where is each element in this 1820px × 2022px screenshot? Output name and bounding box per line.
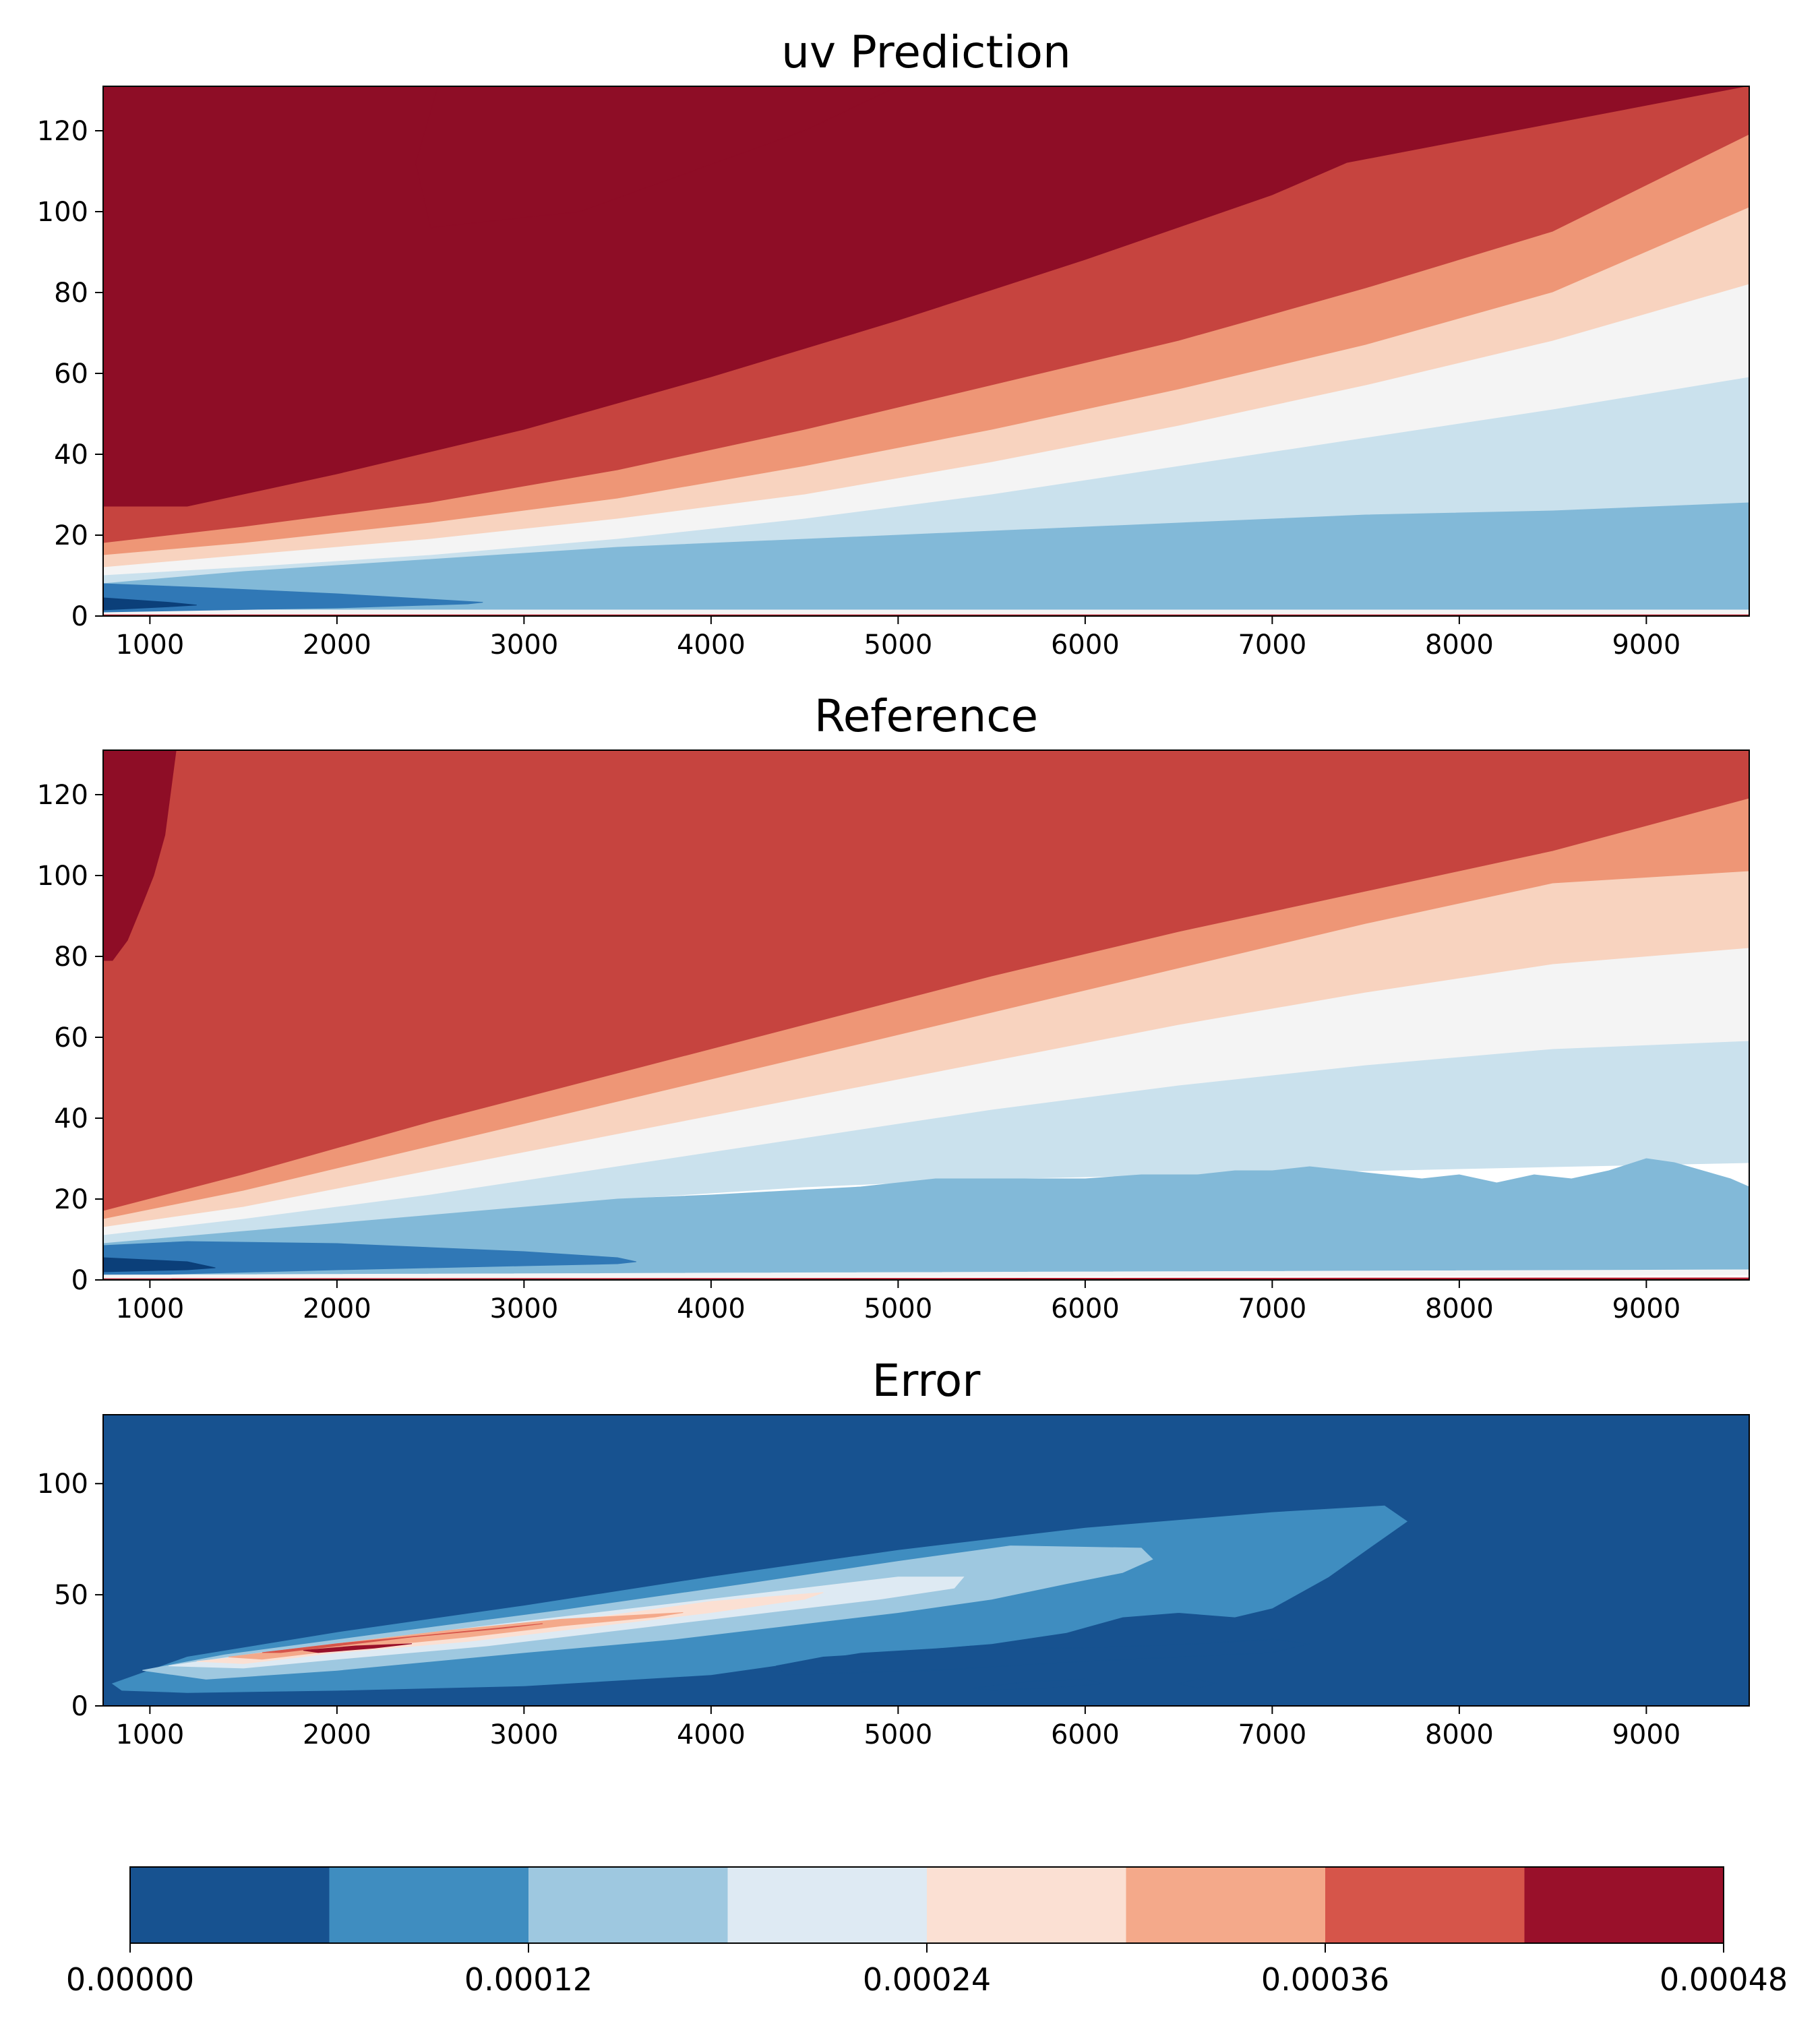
contour-region xyxy=(262,1623,543,1653)
y-tick-label: 40 xyxy=(54,1103,88,1134)
contour-region xyxy=(103,597,197,611)
x-tick-label: 5000 xyxy=(863,1719,932,1750)
x-tick-label: 2000 xyxy=(303,1719,371,1750)
colorbar-segment xyxy=(1126,1867,1326,1943)
contour-region xyxy=(775,1638,1310,1676)
contour-region xyxy=(1178,1678,1217,1689)
y-tick-label: 80 xyxy=(54,942,88,973)
colorbar-segment xyxy=(1325,1867,1525,1943)
panel-title: Reference xyxy=(814,690,1038,742)
colorbar-tick-label: 0.00036 xyxy=(1261,1961,1389,1998)
contour-region xyxy=(103,1269,1749,1279)
x-tick-label: 3000 xyxy=(489,1719,558,1750)
contour-region xyxy=(103,583,483,613)
colorbar-segment xyxy=(130,1867,330,1943)
contour-region xyxy=(103,609,1749,615)
colorbar-segment xyxy=(528,1867,728,1943)
contour-region xyxy=(103,750,177,961)
y-tick-label: 100 xyxy=(37,197,88,228)
y-tick-label: 60 xyxy=(54,359,88,390)
x-tick-label: 3000 xyxy=(489,1293,558,1324)
x-tick-label: 4000 xyxy=(677,630,746,661)
panel-title: uv Prediction xyxy=(781,26,1071,78)
x-tick-label: 2000 xyxy=(303,630,371,661)
x-tick-label: 9000 xyxy=(1612,1293,1680,1324)
y-tick-label: 60 xyxy=(54,1022,88,1053)
y-tick-label: 100 xyxy=(37,861,88,892)
contour-region xyxy=(103,1041,1749,1244)
x-tick-label: 8000 xyxy=(1425,1719,1494,1750)
y-tick-label: 0 xyxy=(71,1265,88,1296)
x-tick-label: 7000 xyxy=(1238,630,1306,661)
x-tick-label: 9000 xyxy=(1612,630,1680,661)
colorbar-segment xyxy=(927,1867,1126,1943)
contour-fill xyxy=(103,86,1749,616)
contour-fill xyxy=(103,1415,1749,1706)
x-tick-label: 4000 xyxy=(677,1719,746,1750)
axes-frame xyxy=(102,86,1750,617)
contour-region xyxy=(303,1643,412,1653)
colorbar-segment xyxy=(1524,1867,1724,1943)
x-tick-label: 1000 xyxy=(115,630,184,661)
y-tick-label: 20 xyxy=(54,1184,88,1215)
x-tick-label: 6000 xyxy=(1051,630,1120,661)
contour-region xyxy=(103,502,1749,613)
x-tick-label: 1000 xyxy=(115,1293,184,1324)
colorbar-tick-label: 0.00024 xyxy=(863,1961,991,1998)
colorbar: 0.00000 0.00012 0.00024 0.00036 0.00048 xyxy=(66,1866,1788,1998)
x-tick-label: 5000 xyxy=(863,1293,932,1324)
y-tick-label: 50 xyxy=(54,1580,88,1611)
colorbar-tick-label: 0.00048 xyxy=(1660,1961,1788,1998)
contour-region xyxy=(103,1241,637,1277)
y-tick-label: 40 xyxy=(54,439,88,470)
axes-frame xyxy=(102,1414,1750,1707)
contour-region xyxy=(103,1257,216,1273)
panel-title: Error xyxy=(872,1355,981,1407)
x-tick-label: 3000 xyxy=(489,630,558,661)
colorbar-tick-label: 0.00012 xyxy=(464,1961,593,1998)
colorbar-segment xyxy=(727,1867,928,1943)
colorbar-segment xyxy=(329,1867,529,1943)
x-tick-label: 7000 xyxy=(1238,1719,1306,1750)
y-tick-label: 0 xyxy=(71,1691,88,1722)
x-tick-label: 6000 xyxy=(1051,1293,1120,1324)
y-tick-label: 80 xyxy=(54,278,88,309)
contour-region xyxy=(103,1158,1749,1277)
y-tick-label: 120 xyxy=(37,116,88,147)
contour-fill xyxy=(103,750,1749,1280)
x-tick-label: 7000 xyxy=(1238,1293,1306,1324)
y-tick-label: 120 xyxy=(37,780,88,811)
x-tick-label: 4000 xyxy=(677,1293,746,1324)
x-tick-label: 1000 xyxy=(115,1719,184,1750)
axes-frame xyxy=(102,749,1750,1281)
colorbar-tick-label: 0.00000 xyxy=(66,1961,194,1998)
x-tick-label: 8000 xyxy=(1425,1293,1494,1324)
x-tick-label: 6000 xyxy=(1051,1719,1120,1750)
y-tick-label: 0 xyxy=(71,601,88,632)
y-tick-label: 100 xyxy=(37,1469,88,1500)
x-tick-label: 2000 xyxy=(303,1293,371,1324)
x-tick-label: 9000 xyxy=(1612,1719,1680,1750)
contour-region xyxy=(973,1678,1104,1691)
x-tick-label: 5000 xyxy=(863,630,932,661)
y-tick-label: 20 xyxy=(54,520,88,551)
x-tick-label: 8000 xyxy=(1425,630,1494,661)
